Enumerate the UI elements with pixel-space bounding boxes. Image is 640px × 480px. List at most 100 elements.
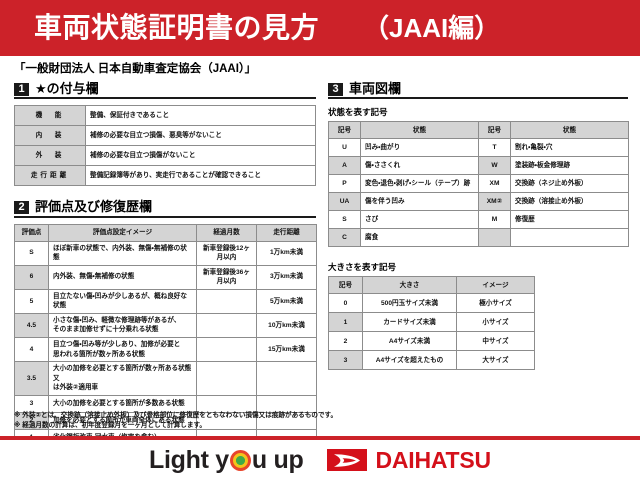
state-description-a: 腐食 bbox=[360, 228, 479, 248]
evaluation-description: 内外装、無傷・無補修の状態 bbox=[48, 264, 197, 290]
evaluation-column-header: 評価点設定イメージ bbox=[48, 223, 197, 242]
size-column-header: 記号 bbox=[328, 276, 363, 295]
size-label: カードサイズ未満 bbox=[362, 312, 457, 333]
evaluation-row: 3 大小の加修を必要とする箇所が多数ある状態 bbox=[14, 394, 317, 413]
state-header-row: 記号 状態 記号 状態 bbox=[328, 121, 629, 140]
state-symbol-a: U bbox=[328, 138, 361, 158]
daihatsu-d-mark-icon bbox=[327, 449, 368, 471]
evaluation-distance: 1万km未満 bbox=[256, 240, 317, 266]
state-description-b bbox=[510, 228, 629, 248]
size-column-header: イメージ bbox=[456, 276, 535, 295]
evaluation-distance: 3万km未満 bbox=[256, 264, 317, 290]
evaluation-description: 目立たない傷・凹みが少しあるが、概ね良好な状態 bbox=[48, 288, 197, 314]
evaluation-row: 5 目立たない傷・凹みが少しあるが、概ね良好な状態 5万km未満 bbox=[14, 288, 317, 314]
state-column-header: 記号 bbox=[328, 121, 361, 140]
section-label-eval: 評価点及び修復歴欄 bbox=[35, 199, 153, 215]
state-symbol-b: M bbox=[478, 210, 511, 230]
star-criteria-row: 外 装補修の必要な目立つ損傷がないこと bbox=[14, 145, 316, 167]
evaluation-column-header: 評価点 bbox=[14, 223, 49, 242]
daihatsu-logo: DAIHATSU bbox=[327, 446, 491, 473]
section-number-3: 3 bbox=[328, 82, 343, 96]
slogan-pre: Light y bbox=[149, 445, 229, 474]
size-symbol: 3 bbox=[328, 350, 363, 371]
left-column: 1 ★の付与欄 機 能整備、保証付きであること内 装補修の必要な目立つ損傷、悪臭… bbox=[14, 81, 317, 464]
footer-divider bbox=[0, 436, 640, 440]
light-you-up-logo: Light y u up bbox=[149, 445, 304, 474]
evaluation-row: 4 目立つ傷・凹み等が少しあり、加修が必要と 思われる箇所が数ヶ所ある状態 15万km… bbox=[14, 336, 317, 363]
evaluation-score: 3 bbox=[14, 394, 49, 413]
evaluation-row: 6 内外装、無傷・無補修の状態 新車登録後36ヶ月以内 3万km未満 bbox=[14, 264, 317, 290]
size-symbol-row: 1 カードサイズ未満 小サイズ bbox=[328, 312, 535, 333]
state-description-a: 傷・ささくれ bbox=[360, 156, 479, 176]
evaluation-distance bbox=[256, 394, 317, 413]
size-label: A4サイズ未満 bbox=[362, 331, 457, 352]
state-description-b: 交換跡（ネジ止め外板） bbox=[510, 174, 629, 194]
evaluation-months bbox=[196, 361, 257, 396]
evaluation-distance: 5万km未満 bbox=[256, 288, 317, 314]
evaluation-score: 2 bbox=[14, 411, 49, 430]
evaluation-months: 新車登録後12ヶ月以内 bbox=[196, 240, 257, 266]
evaluation-distance: 10万km未満 bbox=[256, 312, 317, 338]
evaluation-months bbox=[196, 312, 257, 338]
state-description-b: 修復歴 bbox=[510, 210, 629, 230]
evaluation-row: 4.5 小さな傷・凹み、軽微な修理跡等があるが、 そのまま加修せずに十分乗れる状態 1… bbox=[14, 312, 317, 338]
state-symbol-a: C bbox=[328, 228, 361, 248]
size-image-label: 大サイズ bbox=[456, 350, 535, 371]
star-criteria-row: 走行距離 整備記録簿等があり、実走行であることが確認できること bbox=[14, 165, 316, 187]
state-column-header: 記号 bbox=[478, 121, 511, 140]
evaluation-distance: 15万km未満 bbox=[256, 336, 317, 363]
evaluation-score: S bbox=[14, 240, 49, 266]
evaluation-score: 4.5 bbox=[14, 312, 49, 338]
evaluation-months bbox=[196, 288, 257, 314]
section-label-star: ★の付与欄 bbox=[35, 81, 99, 96]
state-description-b: 割れ・亀裂・穴 bbox=[510, 138, 629, 158]
star-criteria-row: 機 能整備、保証付きであること bbox=[14, 105, 316, 127]
daihatsu-wordmark: DAIHATSU bbox=[375, 446, 491, 473]
size-symbol: 0 bbox=[328, 293, 363, 314]
state-symbol-row: U 凹み・曲がり T 割れ・亀裂・穴 bbox=[328, 138, 629, 158]
size-label: 500円玉サイズ未満 bbox=[362, 293, 457, 314]
size-label: A4サイズを超えたもの bbox=[362, 350, 457, 371]
star-criteria-value: 整備、保証付きであること bbox=[85, 105, 316, 127]
footnote-line: ※ 経過月数の計算は、初年度登録月を一ヶ月として計算します。 bbox=[14, 422, 207, 430]
state-symbol-b: XM② bbox=[478, 192, 511, 212]
size-symbol-row: 3 A4サイズを超えたもの 大サイズ bbox=[328, 350, 535, 371]
page-header-band: 車両状態証明書の見方 （JAAI編） bbox=[0, 0, 640, 56]
star-criteria-key: 内 装 bbox=[14, 125, 86, 147]
evaluation-header-row: 評価点 評価点設定イメージ 経過月数 走行距離 bbox=[14, 223, 317, 242]
star-criteria-key: 走行距離 bbox=[14, 165, 86, 187]
evaluation-description: 目立つ傷・凹み等が少しあり、加修が必要と 思われる箇所が数ヶ所ある状態 bbox=[48, 336, 197, 363]
section-heading-star: 1 ★の付与欄 bbox=[14, 81, 316, 100]
size-symbol-table: 記号 大きさ イメージ 0 500円玉サイズ未満 極小サイズ 1 カードサイズ未満 小サイズ 2… bbox=[328, 276, 535, 371]
evaluation-row: S ほぼ新車の状態で、内外装、無傷・無補修の状態 新車登録後12ヶ月以内 1万km未満 bbox=[14, 240, 317, 266]
section-number-2: 2 bbox=[14, 200, 29, 214]
evaluation-column-header: 経過月数 bbox=[196, 223, 257, 242]
state-description-b: 塗装跡・板金修理跡 bbox=[510, 156, 629, 176]
state-column-header: 状態 bbox=[510, 121, 629, 140]
size-symbol-row: 0 500円玉サイズ未満 極小サイズ bbox=[328, 293, 535, 314]
state-description-a: 傷を伴う凹み bbox=[360, 192, 479, 212]
section-heading-diagram: 3 車両図欄 bbox=[328, 81, 628, 100]
evaluation-months bbox=[196, 336, 257, 363]
slogan-post: u up bbox=[251, 445, 304, 474]
state-symbol-a: P bbox=[328, 174, 361, 194]
star-criteria-value: 整備記録簿等があり、実走行であることが確認できること bbox=[85, 165, 316, 187]
star-criteria-key: 機 能 bbox=[14, 105, 86, 127]
size-symbol-row: 2 A4サイズ未満 中サイズ bbox=[328, 331, 535, 352]
state-symbol-row: A 傷・ささくれ W 塗装跡・板金修理跡 bbox=[328, 156, 629, 176]
size-symbol: 2 bbox=[328, 331, 363, 352]
evaluation-months bbox=[196, 394, 257, 413]
evaluation-score: 4 bbox=[14, 336, 49, 363]
state-description-a: さび bbox=[360, 210, 479, 230]
size-image-label: 極小サイズ bbox=[456, 293, 535, 314]
page-title-suffix: （JAAI編） bbox=[363, 13, 501, 43]
evaluation-score: 3.5 bbox=[14, 361, 49, 396]
evaluation-description: ほぼ新車の状態で、内外装、無傷・無補修の状態 bbox=[48, 240, 197, 266]
size-column-header: 大きさ bbox=[362, 276, 457, 295]
state-symbol-b: XM bbox=[478, 174, 511, 194]
state-symbol-a: UA bbox=[328, 192, 361, 212]
star-criteria-value: 補修の必要な目立つ損傷、悪臭等がないこと bbox=[85, 125, 316, 147]
state-symbol-row: P 変色・退色・剥げ・シール（テープ）跡 XM 交換跡（ネジ止め外板） bbox=[328, 174, 629, 194]
state-description-b: 交換跡（溶接止め外板） bbox=[510, 192, 629, 212]
